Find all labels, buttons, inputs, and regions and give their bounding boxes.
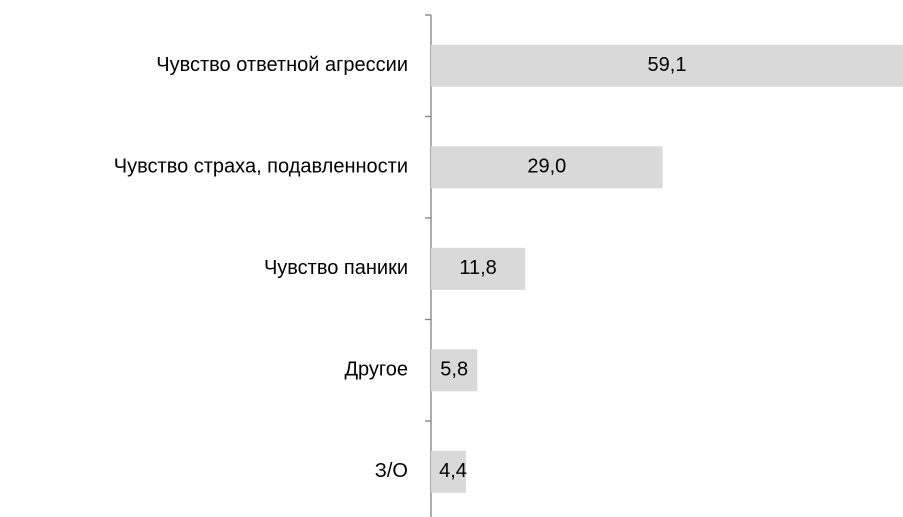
- category-label: Чувство страха, подавленности: [114, 156, 408, 178]
- value-label: 29,0: [527, 156, 566, 178]
- value-label: 11,8: [459, 257, 496, 279]
- bar: [431, 247, 526, 290]
- value-label: 59,1: [648, 54, 687, 76]
- value-label: 4,4: [439, 460, 467, 482]
- bars: [431, 44, 903, 493]
- category-label: З/О: [375, 460, 408, 482]
- category-label: Другое: [344, 359, 408, 381]
- bar: [431, 146, 663, 189]
- category-label: Чувство ответной агрессии: [156, 54, 408, 76]
- bar: [431, 349, 478, 392]
- bar: [431, 450, 467, 493]
- category-axis: [425, 14, 432, 517]
- category-label: Чувство паники: [264, 257, 408, 279]
- bar: [431, 44, 903, 87]
- labels: Чувство ответной агрессии 59,1 Чувство стр…: [114, 54, 687, 482]
- value-label: 5,8: [440, 359, 468, 381]
